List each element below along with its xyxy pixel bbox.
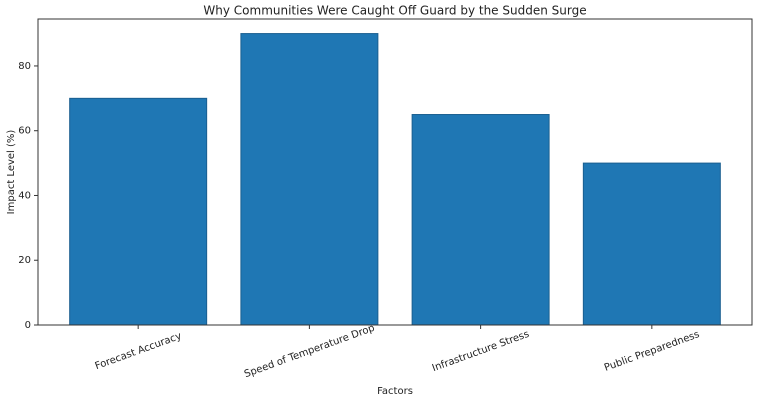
x-tick-label: Public Preparedness bbox=[603, 329, 701, 374]
chart-title: Why Communities Were Caught Off Guard by… bbox=[203, 4, 586, 18]
bar bbox=[411, 114, 550, 326]
bar bbox=[69, 97, 208, 326]
y-axis-label: Impact Level (%) bbox=[6, 130, 17, 215]
y-tick-label: 20 bbox=[18, 255, 31, 266]
y-tick-label: 60 bbox=[18, 126, 31, 137]
x-tick-label: Forecast Accuracy bbox=[94, 331, 183, 373]
y-tick-label: 40 bbox=[18, 190, 31, 201]
x-tick-label: Infrastructure Stress bbox=[431, 329, 531, 374]
bar bbox=[240, 33, 379, 326]
x-axis-label: Factors bbox=[377, 386, 413, 397]
bar bbox=[582, 162, 721, 326]
plot-frame bbox=[37, 18, 753, 326]
y-tick-label: 80 bbox=[18, 61, 31, 72]
x-tick-label: Speed of Temperature Drop bbox=[243, 323, 376, 381]
y-tick-label: 0 bbox=[25, 320, 31, 331]
